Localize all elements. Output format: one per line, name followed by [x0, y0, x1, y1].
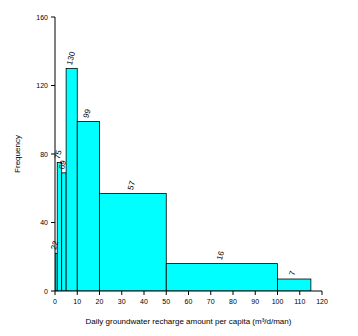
- y-tick-label: 120: [36, 82, 48, 89]
- x-tick: [255, 291, 256, 295]
- data-label: 57: [126, 179, 137, 190]
- x-tick: [277, 291, 278, 295]
- y-axis-label: Frequency: [13, 135, 22, 173]
- x-tick: [166, 291, 167, 295]
- data-label: 130: [65, 50, 77, 66]
- y-tick: [51, 85, 55, 86]
- y-tick: [51, 154, 55, 155]
- x-tick-label: 120: [316, 298, 328, 305]
- x-tick: [210, 291, 211, 295]
- histogram-bar: [100, 193, 167, 291]
- x-tick-label: 90: [251, 298, 259, 305]
- x-tick-label: 40: [140, 298, 148, 305]
- x-tick-label: 100: [272, 298, 284, 305]
- histogram-bar: [77, 121, 99, 291]
- x-tick: [144, 291, 145, 295]
- x-tick-label: 50: [162, 298, 170, 305]
- histogram-bar: [66, 68, 77, 291]
- data-label: 69: [57, 159, 68, 170]
- x-tick-label: 10: [73, 298, 81, 305]
- bars: [55, 68, 311, 291]
- x-tick-label: 110: [294, 298, 305, 305]
- y-tick-label: 160: [36, 14, 48, 21]
- histogram-bar: [166, 264, 277, 291]
- x-tick-label: 20: [96, 298, 104, 305]
- x-tick: [121, 291, 122, 295]
- x-tick-label: 70: [207, 298, 215, 305]
- x-tick-label: 30: [118, 298, 126, 305]
- chart: 2275691309957167010203040506070809010011…: [0, 0, 358, 336]
- histogram-bar: [57, 163, 61, 291]
- data-label: 7: [287, 269, 297, 276]
- x-tick: [55, 291, 56, 295]
- x-tick: [299, 291, 300, 295]
- y-tick-label: 40: [40, 219, 48, 226]
- x-tick: [322, 291, 323, 295]
- x-axis-label: Daily groundwater recharge amount per ca…: [86, 317, 292, 326]
- y-tick: [51, 222, 55, 223]
- y-tick: [51, 291, 55, 292]
- x-tick-label: 80: [229, 298, 237, 305]
- x-tick-label: 60: [185, 298, 193, 305]
- x-tick: [77, 291, 78, 295]
- histogram-bar: [278, 279, 311, 291]
- y-tick: [51, 17, 55, 18]
- data-label: 99: [82, 108, 93, 119]
- x-tick: [99, 291, 100, 295]
- data-label: 16: [215, 250, 226, 261]
- x-tick-label: 0: [53, 298, 57, 305]
- histogram-bar: [62, 173, 66, 291]
- y-tick-label: 80: [40, 151, 48, 158]
- y-tick-label: 0: [44, 288, 48, 295]
- x-tick: [233, 291, 234, 295]
- x-tick: [188, 291, 189, 295]
